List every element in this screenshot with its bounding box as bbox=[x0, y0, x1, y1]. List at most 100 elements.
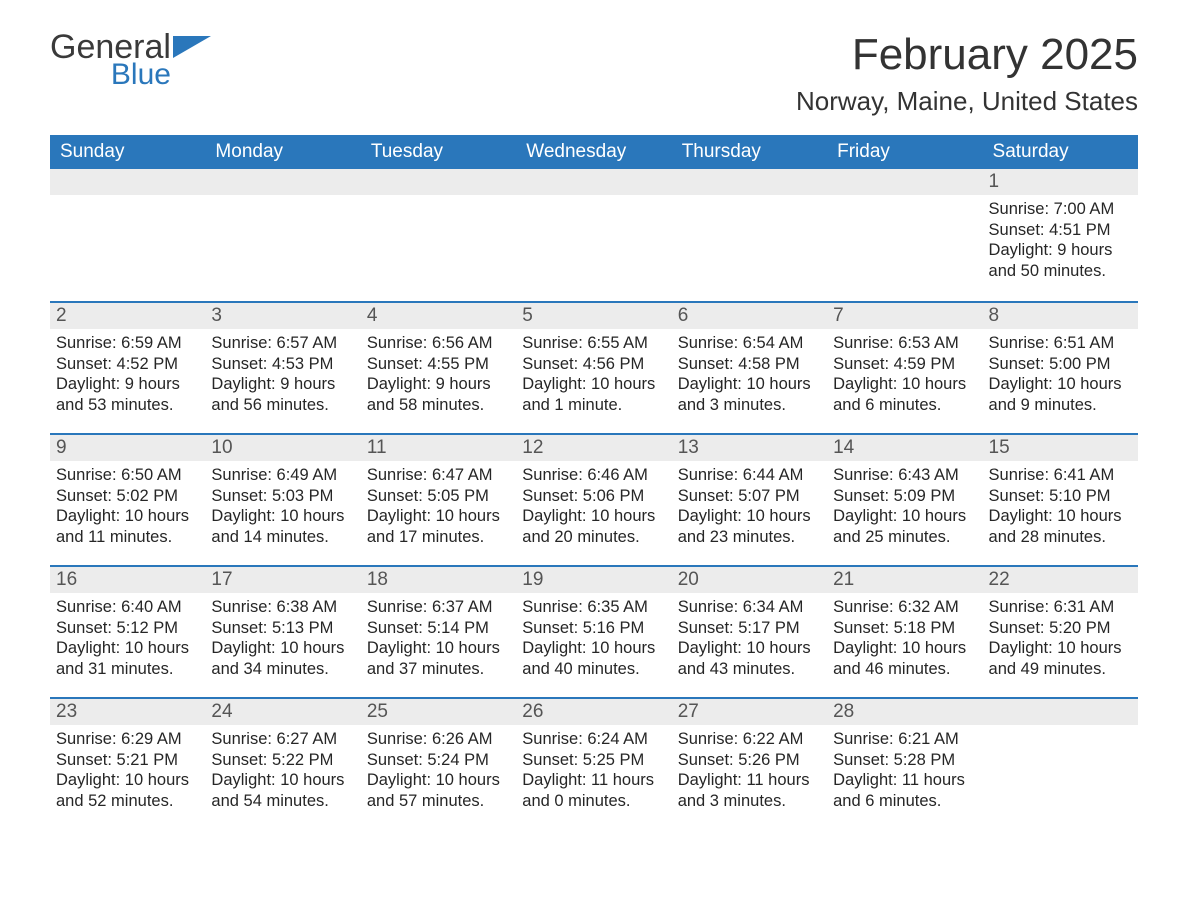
title-block: February 2025 Norway, Maine, United Stat… bbox=[796, 30, 1138, 117]
daylight-line: Daylight: 10 hours and 49 minutes. bbox=[989, 638, 1132, 679]
daylight-line: Daylight: 10 hours and 34 minutes. bbox=[211, 638, 354, 679]
daylight-line: Daylight: 11 hours and 6 minutes. bbox=[833, 770, 976, 811]
day-body: Sunrise: 6:59 AMSunset: 4:52 PMDaylight:… bbox=[50, 329, 205, 432]
day-body: Sunrise: 7:00 AMSunset: 4:51 PMDaylight:… bbox=[983, 195, 1138, 298]
daylight-line: Daylight: 10 hours and 17 minutes. bbox=[367, 506, 510, 547]
day-number: 25 bbox=[361, 699, 516, 725]
daylight-line: Daylight: 10 hours and 31 minutes. bbox=[56, 638, 199, 679]
week-row: 16Sunrise: 6:40 AMSunset: 5:12 PMDayligh… bbox=[50, 565, 1138, 697]
day-number: 15 bbox=[983, 435, 1138, 461]
day-cell: 18Sunrise: 6:37 AMSunset: 5:14 PMDayligh… bbox=[361, 567, 516, 697]
daylight-line: Daylight: 10 hours and 6 minutes. bbox=[833, 374, 976, 415]
sunset-line: Sunset: 5:10 PM bbox=[989, 486, 1132, 507]
day-number bbox=[672, 169, 827, 195]
day-number: 13 bbox=[672, 435, 827, 461]
week-row: 1Sunrise: 7:00 AMSunset: 4:51 PMDaylight… bbox=[50, 169, 1138, 301]
sunset-line: Sunset: 5:07 PM bbox=[678, 486, 821, 507]
daylight-line: Daylight: 10 hours and 23 minutes. bbox=[678, 506, 821, 547]
day-body: Sunrise: 6:46 AMSunset: 5:06 PMDaylight:… bbox=[516, 461, 671, 564]
daylight-line: Daylight: 10 hours and 37 minutes. bbox=[367, 638, 510, 679]
sunset-line: Sunset: 5:09 PM bbox=[833, 486, 976, 507]
day-cell-empty bbox=[361, 169, 516, 301]
day-number: 28 bbox=[827, 699, 982, 725]
day-body: Sunrise: 6:40 AMSunset: 5:12 PMDaylight:… bbox=[50, 593, 205, 696]
daylight-line: Daylight: 9 hours and 50 minutes. bbox=[989, 240, 1132, 281]
day-body: Sunrise: 6:21 AMSunset: 5:28 PMDaylight:… bbox=[827, 725, 982, 828]
sunset-line: Sunset: 5:13 PM bbox=[211, 618, 354, 639]
calendar: SundayMondayTuesdayWednesdayThursdayFrid… bbox=[50, 135, 1138, 829]
day-body bbox=[361, 195, 516, 215]
day-number: 23 bbox=[50, 699, 205, 725]
day-body: Sunrise: 6:53 AMSunset: 4:59 PMDaylight:… bbox=[827, 329, 982, 432]
day-cell-empty bbox=[983, 699, 1138, 829]
day-number: 10 bbox=[205, 435, 360, 461]
day-cell: 23Sunrise: 6:29 AMSunset: 5:21 PMDayligh… bbox=[50, 699, 205, 829]
sunset-line: Sunset: 5:00 PM bbox=[989, 354, 1132, 375]
daylight-line: Daylight: 10 hours and 20 minutes. bbox=[522, 506, 665, 547]
daylight-line: Daylight: 10 hours and 9 minutes. bbox=[989, 374, 1132, 415]
day-cell: 16Sunrise: 6:40 AMSunset: 5:12 PMDayligh… bbox=[50, 567, 205, 697]
sunset-line: Sunset: 4:55 PM bbox=[367, 354, 510, 375]
daylight-line: Daylight: 9 hours and 53 minutes. bbox=[56, 374, 199, 415]
calendar-body: 1Sunrise: 7:00 AMSunset: 4:51 PMDaylight… bbox=[50, 169, 1138, 829]
day-body: Sunrise: 6:29 AMSunset: 5:21 PMDaylight:… bbox=[50, 725, 205, 828]
day-cell: 3Sunrise: 6:57 AMSunset: 4:53 PMDaylight… bbox=[205, 303, 360, 433]
logo-text: General Blue bbox=[50, 30, 171, 90]
daylight-line: Daylight: 10 hours and 3 minutes. bbox=[678, 374, 821, 415]
day-cell: 27Sunrise: 6:22 AMSunset: 5:26 PMDayligh… bbox=[672, 699, 827, 829]
day-cell: 5Sunrise: 6:55 AMSunset: 4:56 PMDaylight… bbox=[516, 303, 671, 433]
day-cell: 21Sunrise: 6:32 AMSunset: 5:18 PMDayligh… bbox=[827, 567, 982, 697]
day-number: 6 bbox=[672, 303, 827, 329]
day-number bbox=[50, 169, 205, 195]
day-number: 21 bbox=[827, 567, 982, 593]
sunrise-line: Sunrise: 6:56 AM bbox=[367, 333, 510, 354]
day-body: Sunrise: 6:56 AMSunset: 4:55 PMDaylight:… bbox=[361, 329, 516, 432]
sunset-line: Sunset: 4:59 PM bbox=[833, 354, 976, 375]
sunrise-line: Sunrise: 6:29 AM bbox=[56, 729, 199, 750]
day-number: 8 bbox=[983, 303, 1138, 329]
day-body: Sunrise: 6:57 AMSunset: 4:53 PMDaylight:… bbox=[205, 329, 360, 432]
day-header: Monday bbox=[205, 135, 360, 169]
sunset-line: Sunset: 5:06 PM bbox=[522, 486, 665, 507]
sunrise-line: Sunrise: 6:22 AM bbox=[678, 729, 821, 750]
day-cell: 20Sunrise: 6:34 AMSunset: 5:17 PMDayligh… bbox=[672, 567, 827, 697]
day-body: Sunrise: 6:54 AMSunset: 4:58 PMDaylight:… bbox=[672, 329, 827, 432]
day-number: 18 bbox=[361, 567, 516, 593]
sunset-line: Sunset: 5:03 PM bbox=[211, 486, 354, 507]
sunset-line: Sunset: 4:51 PM bbox=[989, 220, 1132, 241]
sunset-line: Sunset: 4:53 PM bbox=[211, 354, 354, 375]
day-cell: 1Sunrise: 7:00 AMSunset: 4:51 PMDaylight… bbox=[983, 169, 1138, 301]
day-cell: 22Sunrise: 6:31 AMSunset: 5:20 PMDayligh… bbox=[983, 567, 1138, 697]
day-body: Sunrise: 6:24 AMSunset: 5:25 PMDaylight:… bbox=[516, 725, 671, 828]
logo: General Blue bbox=[50, 30, 211, 90]
day-number: 20 bbox=[672, 567, 827, 593]
sunrise-line: Sunrise: 6:47 AM bbox=[367, 465, 510, 486]
day-body bbox=[672, 195, 827, 215]
sunset-line: Sunset: 5:18 PM bbox=[833, 618, 976, 639]
day-cell-empty bbox=[205, 169, 360, 301]
day-number: 3 bbox=[205, 303, 360, 329]
sunrise-line: Sunrise: 6:26 AM bbox=[367, 729, 510, 750]
day-number: 11 bbox=[361, 435, 516, 461]
sunset-line: Sunset: 5:14 PM bbox=[367, 618, 510, 639]
day-cell: 2Sunrise: 6:59 AMSunset: 4:52 PMDaylight… bbox=[50, 303, 205, 433]
daylight-line: Daylight: 10 hours and 57 minutes. bbox=[367, 770, 510, 811]
daylight-line: Daylight: 11 hours and 3 minutes. bbox=[678, 770, 821, 811]
day-cell: 24Sunrise: 6:27 AMSunset: 5:22 PMDayligh… bbox=[205, 699, 360, 829]
sunrise-line: Sunrise: 6:46 AM bbox=[522, 465, 665, 486]
day-body: Sunrise: 6:27 AMSunset: 5:22 PMDaylight:… bbox=[205, 725, 360, 828]
day-cell: 7Sunrise: 6:53 AMSunset: 4:59 PMDaylight… bbox=[827, 303, 982, 433]
day-cell: 11Sunrise: 6:47 AMSunset: 5:05 PMDayligh… bbox=[361, 435, 516, 565]
sunrise-line: Sunrise: 6:41 AM bbox=[989, 465, 1132, 486]
day-body: Sunrise: 6:34 AMSunset: 5:17 PMDaylight:… bbox=[672, 593, 827, 696]
day-body: Sunrise: 6:50 AMSunset: 5:02 PMDaylight:… bbox=[50, 461, 205, 564]
sunrise-line: Sunrise: 6:44 AM bbox=[678, 465, 821, 486]
day-cell: 12Sunrise: 6:46 AMSunset: 5:06 PMDayligh… bbox=[516, 435, 671, 565]
day-cell: 10Sunrise: 6:49 AMSunset: 5:03 PMDayligh… bbox=[205, 435, 360, 565]
day-cell: 4Sunrise: 6:56 AMSunset: 4:55 PMDaylight… bbox=[361, 303, 516, 433]
day-number: 2 bbox=[50, 303, 205, 329]
daylight-line: Daylight: 10 hours and 40 minutes. bbox=[522, 638, 665, 679]
sunset-line: Sunset: 5:22 PM bbox=[211, 750, 354, 771]
day-cell: 26Sunrise: 6:24 AMSunset: 5:25 PMDayligh… bbox=[516, 699, 671, 829]
day-cell: 9Sunrise: 6:50 AMSunset: 5:02 PMDaylight… bbox=[50, 435, 205, 565]
